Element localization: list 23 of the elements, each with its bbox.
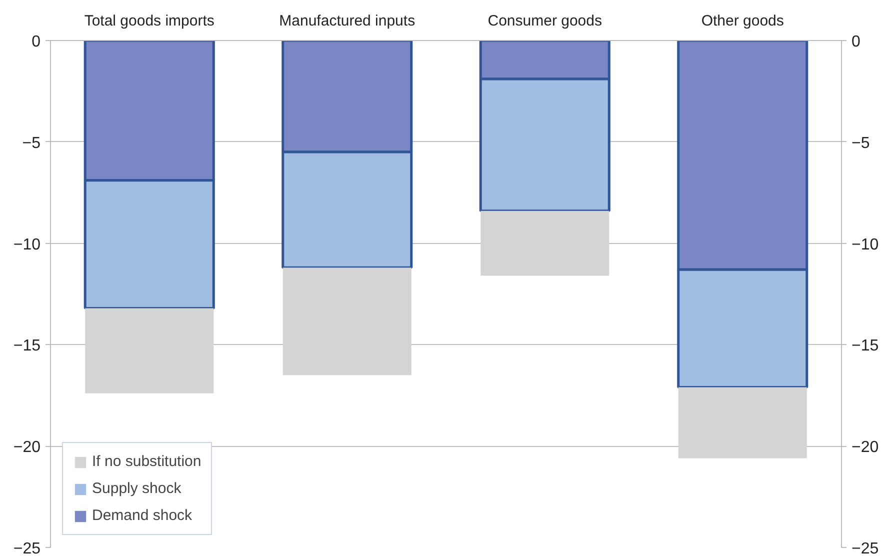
y2-tick-label: −15 — [852, 338, 879, 355]
legend-label: Demand shock — [92, 507, 192, 524]
y2-tick-label: −20 — [852, 439, 879, 456]
x-tick-label: Total goods imports — [84, 12, 214, 30]
bar — [282, 268, 412, 376]
y-tick-label: −10 — [13, 236, 41, 254]
legend-label: Supply shock — [92, 480, 182, 497]
y2-tick-label: −25 — [852, 540, 879, 557]
y2-tick-label: 0 — [852, 34, 860, 50]
legend-label: If no substitution — [92, 453, 202, 470]
y-tick-label: 0 — [32, 34, 41, 50]
y2-tick-label: −5 — [852, 134, 870, 152]
x-tick-label: Manufactured inputs — [279, 12, 416, 30]
x-tick-label: Consumer goods — [488, 12, 602, 30]
y-tick-label: −25 — [13, 540, 41, 557]
bar — [678, 387, 807, 458]
y2-tick-label: −10 — [852, 236, 879, 254]
y-tick-label: −15 — [13, 338, 41, 355]
x-tick-label: Other goods — [701, 12, 784, 30]
bar — [480, 210, 610, 276]
bar — [85, 308, 214, 394]
y-tick-label: −20 — [13, 439, 41, 456]
y-tick-label: −5 — [22, 134, 41, 152]
